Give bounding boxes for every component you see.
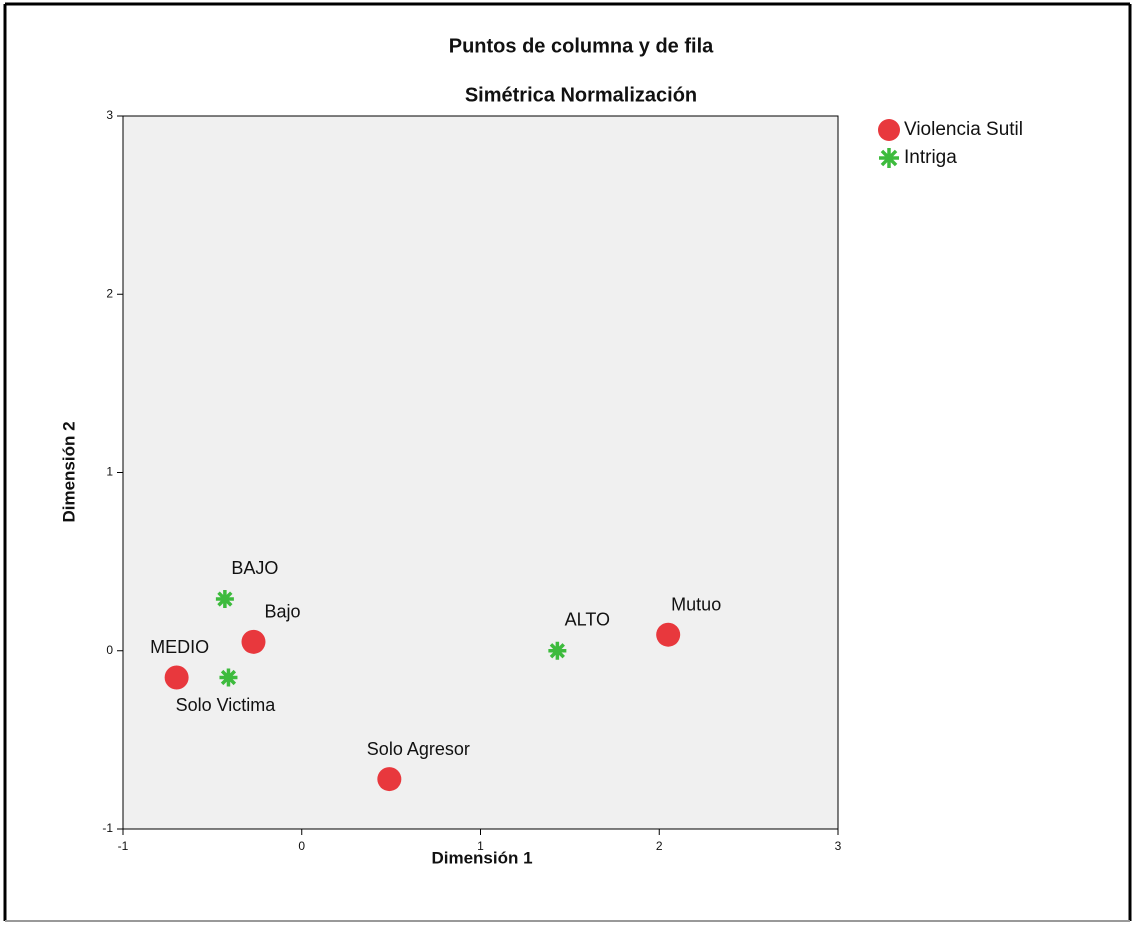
legend-text: Intriga [904,147,957,168]
star-marker [879,148,899,168]
x-axis-label: Dimensión 1 [431,848,532,867]
circle-marker [878,119,900,141]
point-label: MEDIO [150,637,209,657]
y-tick-label: 1 [106,465,113,479]
y-tick-label: 3 [106,108,113,122]
legend-text: Violencia Sutil [904,119,1023,140]
y-tick-label: 2 [106,286,113,300]
point-label: Bajo [264,602,300,622]
circle-marker [164,665,189,690]
chart-title: Puntos de columna y de fila [449,35,714,57]
circle-marker [656,622,681,647]
point-label: BAJO [231,558,278,578]
x-tick-label: 2 [656,839,663,853]
point-label: Mutuo [671,594,721,614]
point-label: Solo Victima [176,695,277,715]
circle-marker [377,767,402,792]
star-marker [219,668,238,687]
point-label: ALTO [565,610,610,630]
plot-area [122,115,839,830]
y-axis-label: Dimensión 2 [59,421,78,522]
x-tick-label: 1 [477,839,484,853]
x-tick-label: -1 [118,839,129,853]
star-marker [215,590,234,609]
y-tick-label: -1 [102,821,113,835]
y-tick-label: 0 [106,643,113,657]
star-marker [548,641,567,660]
x-tick-label: 0 [298,839,305,853]
point-label: Solo Agresor [367,739,470,759]
circle-marker [241,629,266,654]
chart-subtitle: Simétrica Normalización [465,84,697,106]
x-tick-label: 3 [835,839,842,853]
